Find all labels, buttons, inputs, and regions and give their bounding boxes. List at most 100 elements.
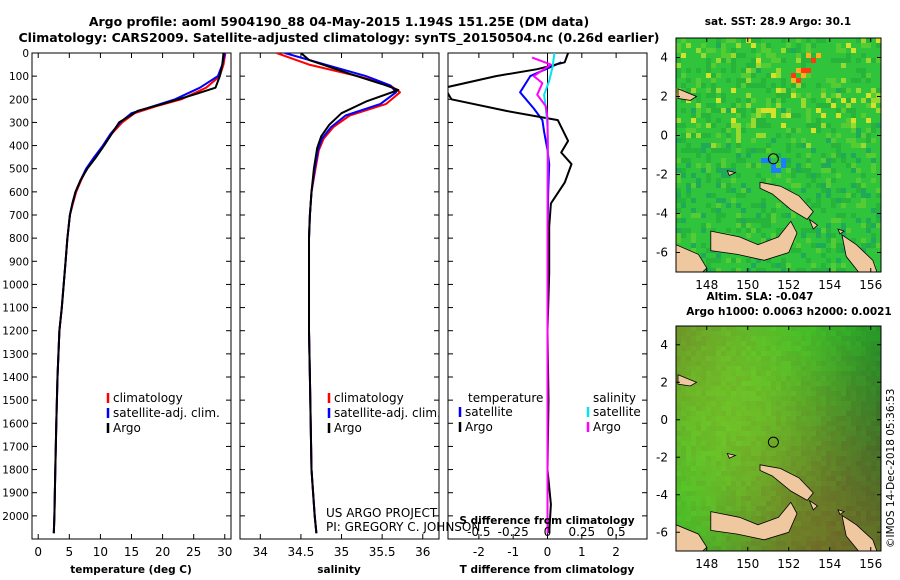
field-cell <box>871 326 876 331</box>
field-cell <box>686 521 691 526</box>
field-cell <box>816 386 821 391</box>
field-cell <box>811 326 816 331</box>
field-cell <box>676 506 681 511</box>
field-cell <box>826 336 831 341</box>
legend-label: climatology <box>113 391 183 405</box>
field-cell <box>731 371 736 376</box>
depth-tick-label: 400 <box>9 141 29 153</box>
field-cell <box>776 501 781 506</box>
field-cell <box>701 441 706 446</box>
field-cell <box>716 326 721 331</box>
field-cell <box>686 391 691 396</box>
field-cell <box>691 336 696 341</box>
field-cell <box>826 516 831 521</box>
field-cell <box>736 476 741 481</box>
field-cell <box>826 506 831 511</box>
field-cell <box>831 416 836 421</box>
field-cell <box>846 391 851 396</box>
field-cell <box>706 381 711 386</box>
field-cell <box>781 268 786 272</box>
field-cell <box>751 48 756 53</box>
field-cell <box>841 441 846 446</box>
field-cell <box>801 421 806 426</box>
field-cell <box>716 366 721 371</box>
field-cell <box>721 401 726 406</box>
field-cell <box>861 411 866 416</box>
field-cell <box>871 436 876 441</box>
field-cell <box>766 63 771 68</box>
salinity-depth-ticks <box>240 52 439 517</box>
field-cell <box>836 243 841 248</box>
field-cell <box>681 203 686 208</box>
field-cell <box>721 446 726 451</box>
field-cell <box>706 153 711 158</box>
field-cell <box>711 501 716 506</box>
field-cell <box>856 381 861 386</box>
field-cell <box>741 208 746 213</box>
field-cell <box>691 118 696 123</box>
field-cell <box>866 98 871 103</box>
field-cell <box>791 496 796 501</box>
field-cell <box>736 356 741 361</box>
field-cell <box>816 38 821 43</box>
field-cell <box>706 88 711 93</box>
field-cell <box>756 53 761 58</box>
field-cell <box>831 526 836 531</box>
field-cell <box>721 506 726 511</box>
field-cell <box>746 68 751 73</box>
landmass <box>808 499 819 511</box>
field-cell <box>821 396 826 401</box>
field-cell <box>796 113 801 118</box>
field-cell <box>706 486 711 491</box>
field-cell <box>796 78 801 83</box>
field-cell <box>806 73 811 78</box>
field-cell <box>871 58 876 63</box>
field-cell <box>826 416 831 421</box>
field-cell <box>721 148 726 153</box>
field-cell <box>781 326 786 331</box>
field-cell <box>721 531 726 536</box>
field-cell <box>841 268 846 272</box>
field-cell <box>761 326 766 331</box>
field-cell <box>871 501 876 506</box>
field-cell <box>866 511 871 516</box>
field-cell <box>871 138 876 143</box>
field-cell <box>801 466 806 471</box>
field-cell <box>831 198 836 203</box>
field-cell <box>686 331 691 336</box>
field-cell <box>721 466 726 471</box>
field-cell <box>801 253 806 258</box>
field-cell <box>821 351 826 356</box>
field-cell <box>736 421 741 426</box>
field-cell <box>706 501 711 506</box>
field-cell <box>766 401 771 406</box>
field-cell <box>851 361 856 366</box>
field-cell <box>766 53 771 58</box>
field-cell <box>836 376 841 381</box>
field-cell <box>731 436 736 441</box>
field-cell <box>861 486 866 491</box>
field-cell <box>836 366 841 371</box>
field-cell <box>736 501 741 506</box>
difference-series <box>448 53 573 534</box>
field-cell <box>791 128 796 133</box>
field-cell <box>821 153 826 158</box>
field-cell <box>721 326 726 331</box>
field-cell <box>676 486 681 491</box>
field-cell <box>751 411 756 416</box>
field-cell <box>751 506 756 511</box>
field-cell <box>861 173 866 178</box>
field-cell <box>721 396 726 401</box>
field-cell <box>776 451 781 456</box>
field-cell <box>691 341 696 346</box>
field-cell <box>691 521 696 526</box>
field-cell <box>821 401 826 406</box>
field-cell <box>691 108 696 113</box>
field-cell <box>711 476 716 481</box>
field-cell <box>856 326 861 331</box>
field-cell <box>871 331 876 336</box>
field-cell <box>801 461 806 466</box>
field-cell <box>806 406 811 411</box>
field-cell <box>796 436 801 441</box>
field-cell <box>756 326 761 331</box>
